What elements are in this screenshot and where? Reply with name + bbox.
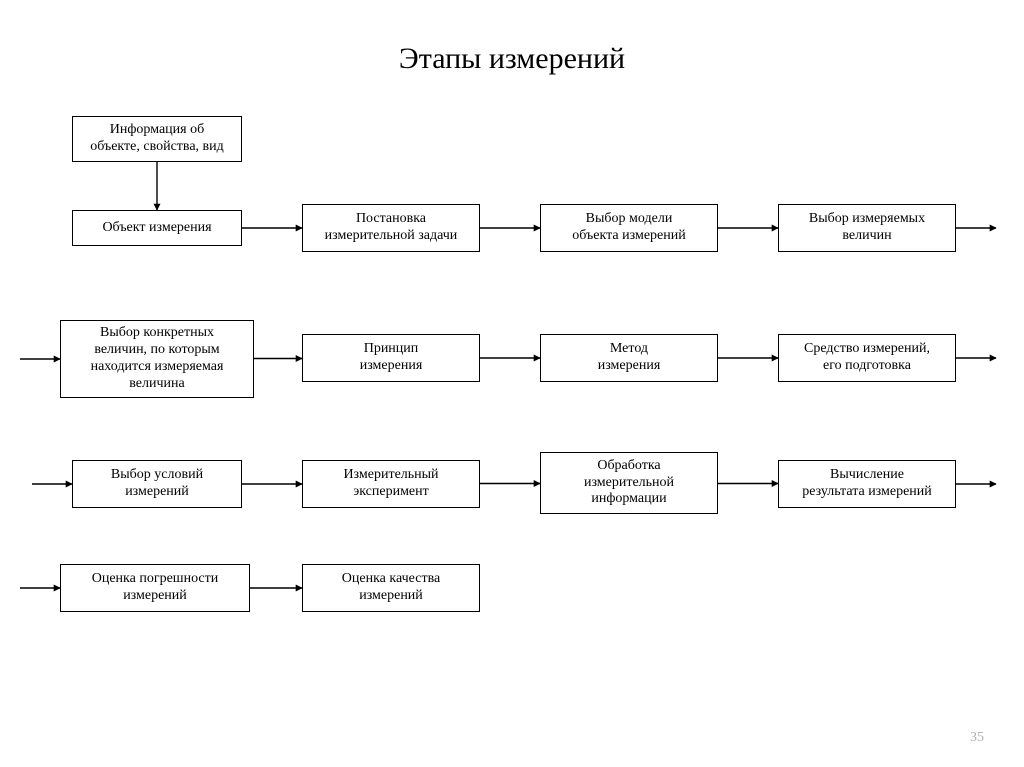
flow-node-n0: Информация обобъекте, свойства, вид bbox=[72, 116, 242, 162]
flow-node-n4: Выбор измеряемыхвеличин bbox=[778, 204, 956, 252]
flow-node-n11: Обработкаизмерительнойинформации bbox=[540, 452, 718, 514]
flow-node-n5: Выбор конкретныхвеличин, по которымнаход… bbox=[60, 320, 254, 398]
page-number: 35 bbox=[970, 730, 984, 746]
flow-node-n6: Принципизмерения bbox=[302, 334, 480, 382]
flow-node-n14: Оценка качестваизмерений bbox=[302, 564, 480, 612]
flow-node-n2: Постановкаизмерительной задачи bbox=[302, 204, 480, 252]
flow-node-n13: Оценка погрешностиизмерений bbox=[60, 564, 250, 612]
flow-node-n8: Средство измерений,его подготовка bbox=[778, 334, 956, 382]
flow-node-n7: Методизмерения bbox=[540, 334, 718, 382]
diagram-title: Этапы измерений bbox=[0, 42, 1024, 76]
flow-node-n12: Вычислениерезультата измерений bbox=[778, 460, 956, 508]
flow-node-n9: Выбор условийизмерений bbox=[72, 460, 242, 508]
flow-node-n10: Измерительныйэксперимент bbox=[302, 460, 480, 508]
flow-node-n3: Выбор моделиобъекта измерений bbox=[540, 204, 718, 252]
canvas: Этапы измерений Информация обобъекте, св… bbox=[0, 0, 1024, 767]
flow-node-n1: Объект измерения bbox=[72, 210, 242, 246]
